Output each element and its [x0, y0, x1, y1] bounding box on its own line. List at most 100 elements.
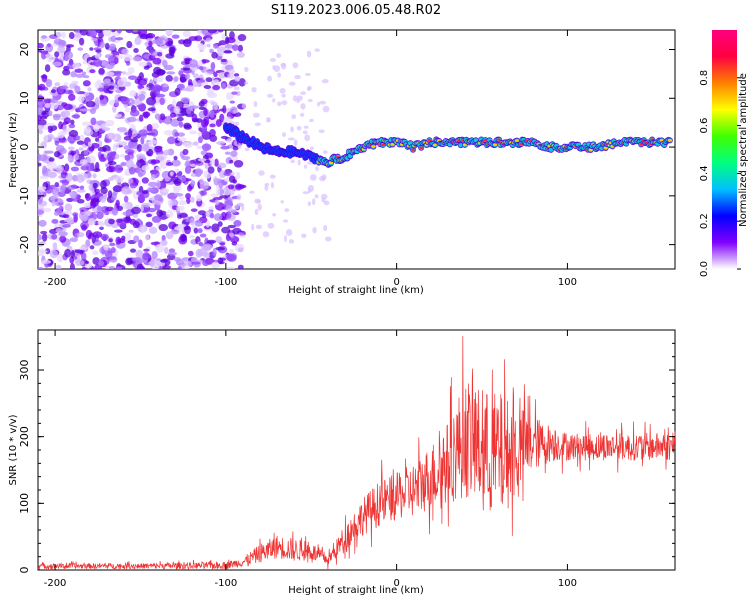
heatmap-cell	[51, 233, 58, 240]
heatmap-cell	[178, 196, 185, 200]
heatmap-cell	[195, 118, 203, 123]
heatmap-cell	[167, 136, 176, 145]
heatmap-cell	[319, 175, 326, 182]
heatmap-cell	[121, 186, 131, 195]
heatmap-cell	[101, 123, 111, 127]
heatmap-cell	[314, 194, 319, 199]
heatmap-cell	[164, 129, 173, 136]
heatmap-cell	[124, 71, 132, 76]
heatmap-cell	[118, 141, 128, 145]
heatmap-cell	[217, 30, 224, 33]
heatmap-cell	[150, 128, 159, 137]
heatmap-cell	[54, 166, 63, 171]
heatmap-cell	[141, 202, 150, 209]
heatmap-cell	[38, 83, 46, 91]
heatmap-cell	[234, 75, 241, 82]
colorbar-tick-label: 0.0	[699, 261, 710, 277]
heatmap-cell	[639, 143, 644, 146]
heatmap-cell	[287, 137, 295, 141]
heatmap-cell	[281, 100, 288, 106]
heatmap-cell	[125, 60, 131, 66]
heatmap-cell	[60, 173, 67, 179]
heatmap-cell	[120, 96, 130, 105]
heatmap-cell	[38, 114, 42, 122]
heatmap-cell	[158, 210, 167, 215]
heatmap-cell	[190, 163, 197, 167]
x-tick-label: 100	[558, 578, 577, 589]
heatmap-cell	[135, 249, 144, 259]
heatmap-cell	[215, 236, 223, 243]
heatmap-cell	[79, 108, 90, 112]
heatmap-cell	[38, 266, 44, 269]
heatmap-cell	[147, 181, 158, 188]
heatmap-cell	[293, 139, 298, 146]
heatmap-cell	[238, 78, 246, 87]
heatmap-cell	[92, 173, 97, 179]
heatmap-cell	[113, 143, 120, 150]
heatmap-cell	[203, 244, 212, 251]
heatmap-cell	[82, 75, 90, 79]
heatmap-cell	[130, 206, 141, 215]
heatmap-cell	[75, 259, 85, 266]
heatmap-cell	[266, 93, 274, 98]
heatmap-cell	[272, 98, 276, 103]
heatmap-cell	[233, 73, 240, 77]
heatmap-cell	[77, 47, 84, 51]
heatmap-cell	[199, 42, 204, 50]
heatmap-cell	[92, 257, 100, 265]
heatmap-cell	[78, 95, 85, 103]
heatmap-cell	[165, 209, 174, 218]
heatmap-cell	[113, 70, 123, 74]
heatmap-cell	[110, 247, 116, 254]
heatmap-cell	[254, 208, 259, 216]
heatmap-cell	[284, 208, 290, 213]
heatmap-cell	[182, 67, 191, 71]
heatmap-cell	[70, 119, 75, 125]
heatmap-cell	[79, 185, 85, 190]
heatmap-cell	[252, 112, 260, 118]
heatmap-cell	[213, 71, 218, 78]
heatmap-cell	[185, 85, 195, 92]
heatmap-cell	[99, 226, 104, 231]
heatmap-cell	[267, 117, 271, 123]
heatmap-cell	[93, 168, 101, 172]
heatmap-cell	[192, 73, 199, 79]
heatmap-cell	[235, 90, 241, 97]
heatmap-cell	[75, 73, 85, 78]
x-tick-label: -200	[44, 277, 67, 288]
heatmap-cell	[319, 100, 327, 105]
heatmap-cell	[129, 90, 137, 98]
heatmap-cell	[230, 172, 236, 176]
heatmap-cell	[62, 223, 71, 228]
heatmap-cell	[300, 91, 307, 96]
heatmap-cell	[54, 82, 61, 87]
heatmap-cell	[390, 143, 395, 146]
heatmap-cell	[69, 191, 74, 197]
heatmap-cell	[76, 174, 85, 183]
heatmap-cell	[133, 47, 139, 54]
heatmap-cell	[232, 146, 239, 151]
y-tick-label: 300	[18, 360, 31, 381]
heatmap-cell	[210, 193, 220, 198]
heatmap-cell	[136, 104, 146, 108]
heatmap-cell	[212, 196, 223, 201]
heatmap-cell	[148, 226, 158, 234]
heatmap-cell	[124, 232, 132, 242]
heatmap-cell	[309, 118, 314, 123]
heatmap-cell	[483, 138, 488, 142]
heatmap-cell	[137, 168, 146, 177]
heatmap-cell	[190, 180, 196, 187]
heatmap-cell	[177, 137, 187, 142]
heatmap-cell	[98, 195, 107, 203]
heatmap-cell	[104, 54, 112, 59]
snr-panel: 0 100 200 300 -200 -100 0 100 Height of straig…	[8, 329, 676, 596]
heatmap-cell	[174, 87, 181, 96]
heatmap-cell	[213, 176, 218, 185]
heatmap-cell	[116, 218, 124, 223]
heatmap-cell	[141, 225, 146, 234]
heatmap-cell	[371, 145, 376, 148]
heatmap-cell	[96, 206, 106, 211]
heatmap-cell	[56, 253, 64, 263]
heatmap-cell	[89, 69, 96, 74]
